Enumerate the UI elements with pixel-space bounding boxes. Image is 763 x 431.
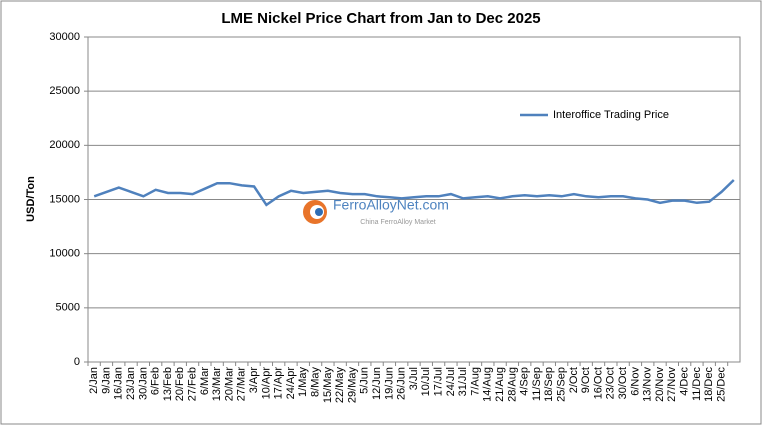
watermark-logo-dot [315, 208, 323, 216]
x-tick-label: 20/Mar [223, 367, 235, 402]
x-tick-label: 13/Nov [642, 367, 654, 402]
x-tick-label: 9/Oct [580, 367, 592, 393]
x-tick-label: 16/Jan [113, 367, 125, 400]
x-tick-label: 26/Jun [396, 367, 408, 400]
x-tick-label: 14/Aug [482, 367, 494, 402]
line [93, 179, 735, 207]
x-tick-label: 23/Oct [605, 367, 617, 399]
x-tick-label: 10/Apr [260, 367, 272, 400]
x-tick-label: 31/Jul [457, 367, 469, 396]
legend-label: Interoffice Trading Price [553, 109, 669, 121]
x-tick-label: 10/Jul [420, 367, 432, 396]
x-tick-label: 13/Feb [162, 367, 174, 401]
x-tick-label: 6/Feb [150, 367, 162, 395]
x-tick-label: 8/May [309, 367, 321, 397]
x-tick-label: 1/May [297, 367, 309, 397]
x-tick-label: 22/May [334, 367, 346, 404]
x-tick-label: 24/Apr [285, 367, 297, 400]
y-tick-label: 0 [74, 356, 80, 368]
x-tick-label: 18/Sep [543, 367, 555, 402]
x-tick-label: 11/Sep [531, 367, 543, 401]
x-tick-label: 9/Jan [100, 367, 112, 394]
x-tick-label: 6/Mar [199, 367, 211, 395]
x-tick-label: 3/Jul [408, 367, 420, 390]
y-tick-label: 10000 [49, 248, 80, 260]
x-tick-label: 7/Aug [469, 367, 481, 396]
x-tick-label: 16/Oct [592, 367, 604, 399]
x-tick-label: 24/Jul [445, 367, 457, 396]
x-tick-label: 20/Feb [174, 367, 186, 401]
x-tick-label: 27/Nov [666, 367, 678, 402]
y-tick-label: 30000 [49, 31, 80, 43]
x-tick-label: 2/Jan [88, 367, 100, 394]
x-tick-label: 4/Sep [519, 367, 531, 396]
x-tick-label: 28/Aug [506, 367, 518, 402]
watermark: FerroAlloyNet.com [333, 197, 449, 213]
x-tick-label: 15/May [322, 367, 334, 404]
y-axis-label: USD/Ton [25, 176, 37, 222]
y-tick-label: 20000 [49, 139, 80, 151]
x-tick-label: 12/Jun [371, 367, 383, 400]
x-tick-label: 6/Nov [629, 367, 641, 396]
x-tick-label: 11/Dec [691, 367, 703, 402]
x-tick-label: 13/Mar [211, 367, 223, 402]
x-tick-label: 5/Jun [359, 367, 371, 394]
y-tick-label: 5000 [56, 302, 80, 314]
x-tick-label: 25/Sep [556, 367, 568, 402]
x-tick-label: 23/Jan [125, 367, 137, 400]
x-tick-label: 27/Feb [186, 367, 198, 401]
x-tick-label: 17/Apr [273, 367, 285, 400]
x-tick-label: 21/Aug [494, 367, 506, 402]
x-tick-label: 27/Mar [236, 367, 248, 402]
chart-title: LME Nickel Price Chart from Jan to Dec 2… [221, 10, 540, 27]
x-tick-label: 29/May [346, 367, 358, 404]
x-tick-label: 25/Dec [715, 367, 727, 402]
y-tick-label: 25000 [49, 85, 80, 97]
x-tick-label: 4/Dec [679, 367, 691, 396]
y-tick-label: 15000 [49, 193, 80, 205]
x-tick-label: 2/Oct [568, 367, 580, 393]
x-tick-label: 30/Oct [617, 367, 629, 399]
x-tick-label: 30/Jan [137, 367, 149, 400]
x-tick-label: 3/Apr [248, 367, 260, 394]
x-tick-label: 17/Jul [433, 367, 445, 396]
watermark-sub: China FerroAlloy Market [360, 219, 436, 226]
x-tick-label: 20/Nov [654, 367, 666, 402]
x-tick-label: 18/Dec [703, 367, 715, 402]
x-tick-label: 19/Jun [383, 367, 395, 400]
